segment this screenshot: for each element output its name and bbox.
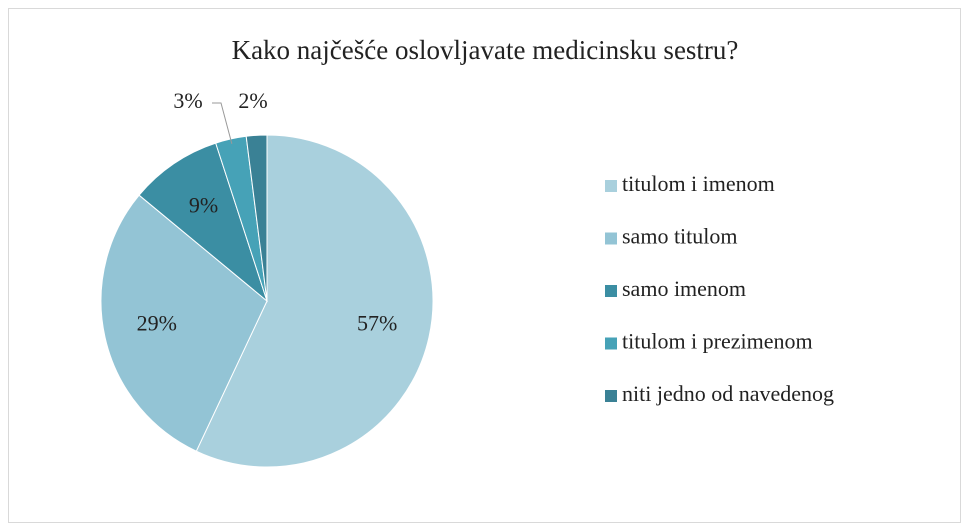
pie-slice (138, 142, 269, 303)
legend-label: samo titulom (622, 224, 738, 249)
data-label: 9% (189, 193, 218, 218)
data-label: 2% (238, 88, 267, 113)
data-label: 57% (357, 311, 397, 336)
pie-slice (195, 134, 434, 468)
legend: titulom i imenom samo titulom samo imenom t… (605, 171, 834, 406)
data-label: 29% (137, 311, 177, 336)
legend-label: samo imenom (622, 276, 746, 301)
legend-label: niti jedno od navedenog (622, 381, 834, 406)
pie: 57% 29% 9% 3% 2% (100, 88, 434, 468)
legend-swatch (605, 180, 617, 192)
pie-slice (245, 134, 268, 302)
pie-slice (100, 194, 268, 452)
data-label: 3% (173, 88, 202, 113)
legend-swatch (605, 390, 617, 402)
chart-title: Kako najčešće oslovljavate medicinsku se… (232, 35, 739, 65)
legend-label: titulom i imenom (622, 171, 775, 196)
legend-label: titulom i prezimenom (622, 329, 813, 354)
legend-swatch (605, 232, 617, 245)
legend-swatch (605, 285, 617, 297)
leader-line (212, 102, 233, 144)
legend-swatch (605, 337, 617, 350)
